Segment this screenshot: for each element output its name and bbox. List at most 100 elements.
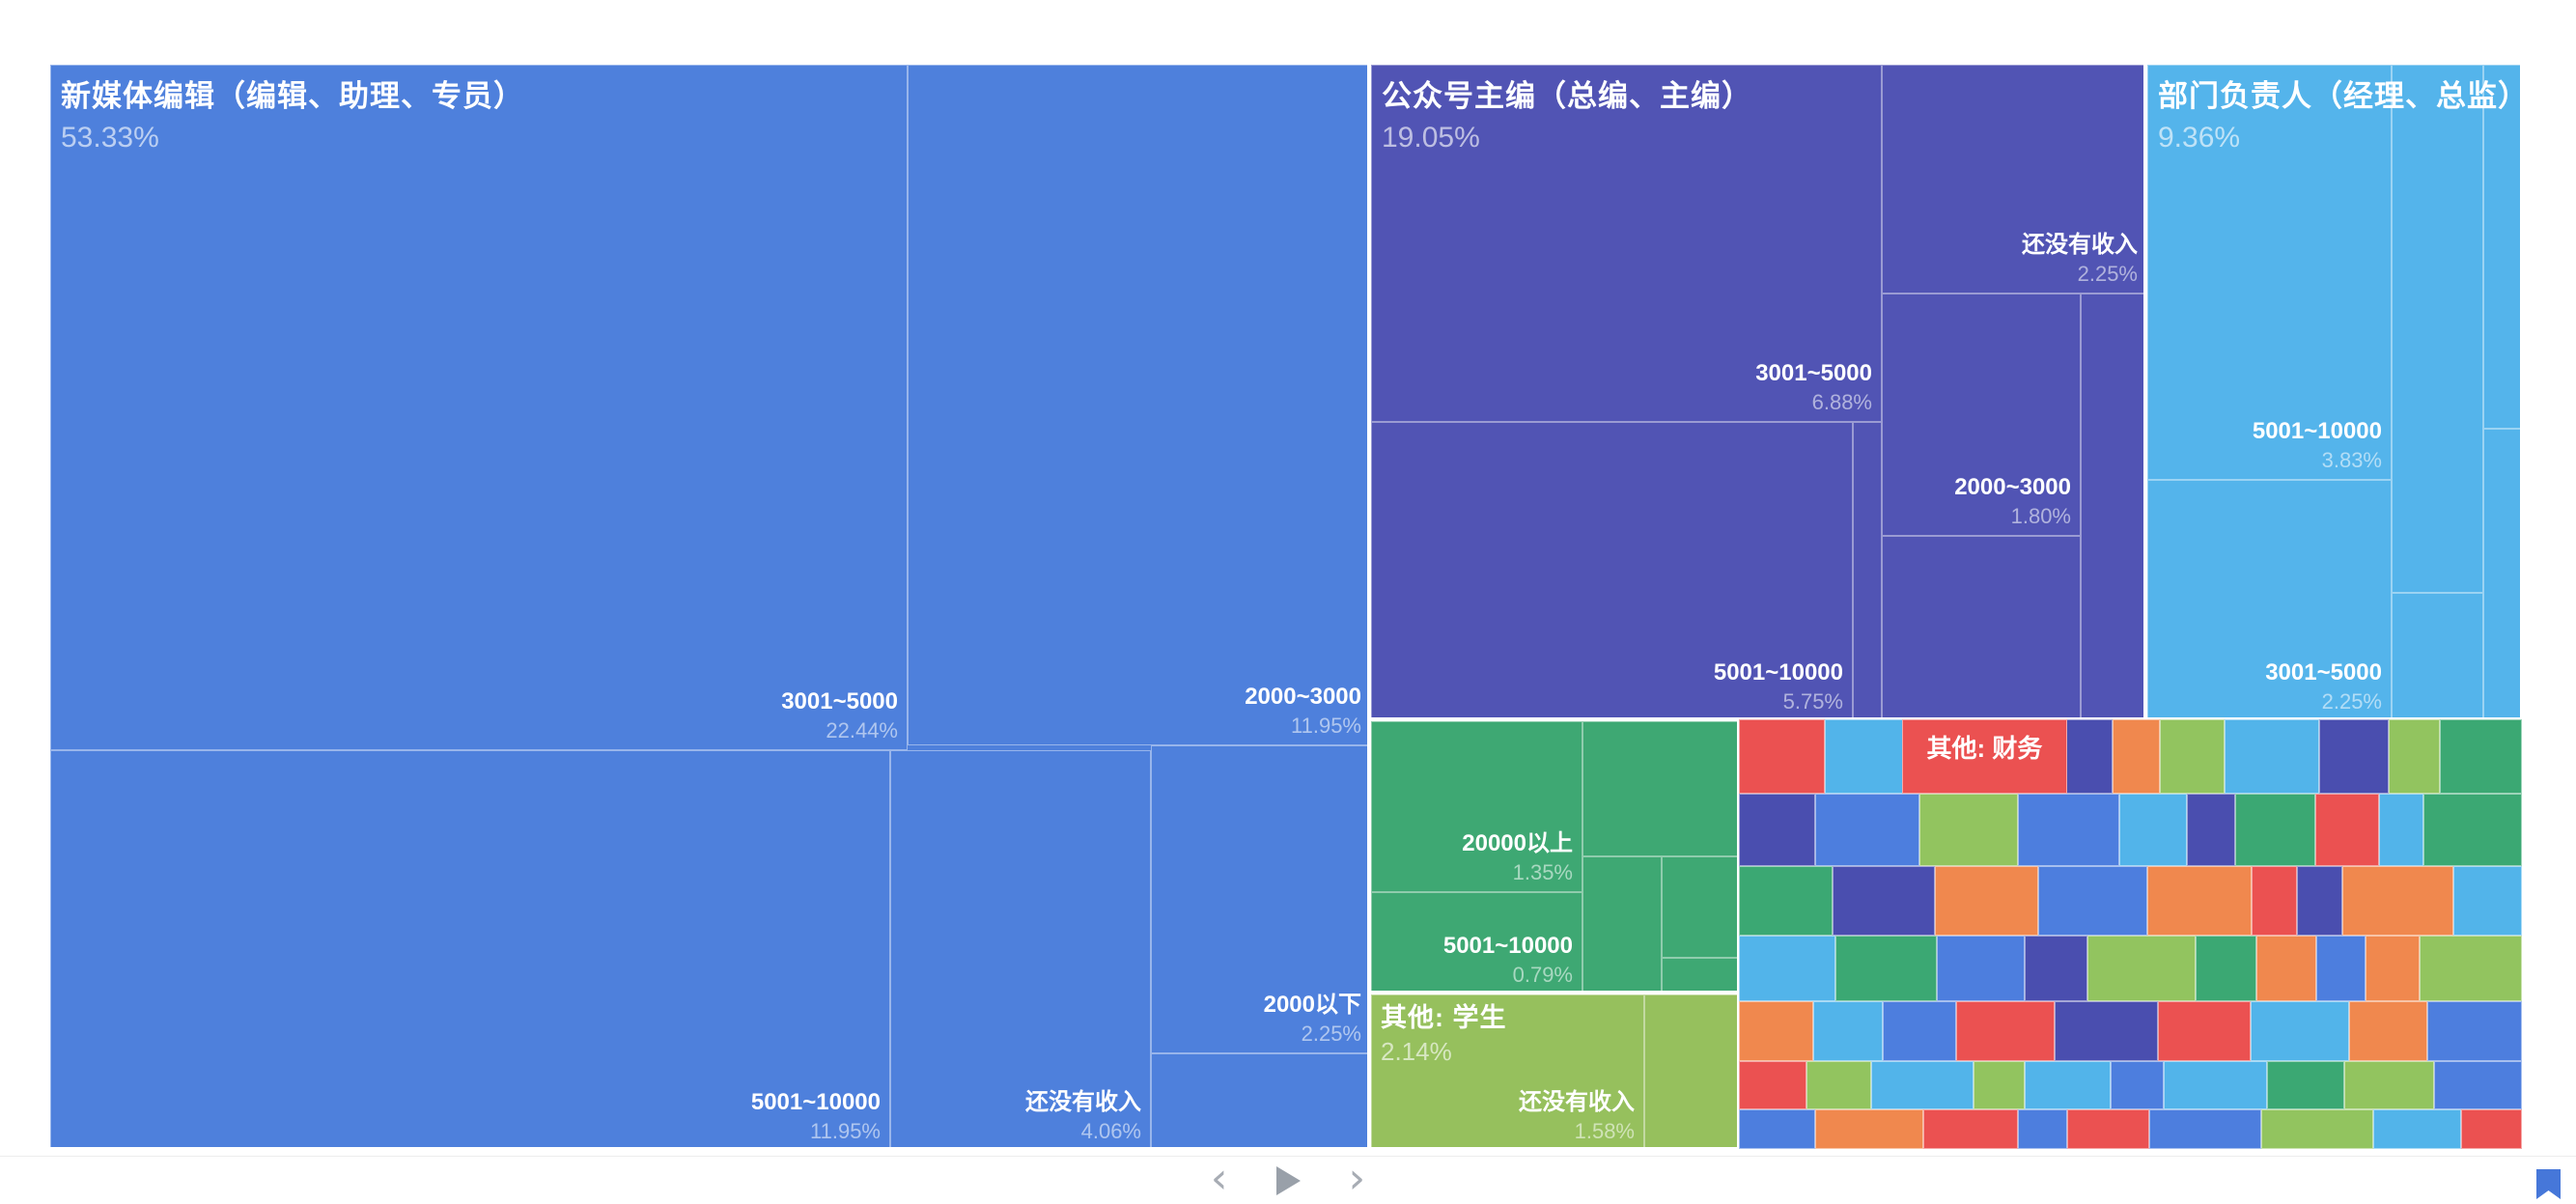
- treemap-cell[interactable]: 5001~10000 0.79%: [1371, 892, 1582, 994]
- treemap-cell[interactable]: [1739, 866, 1833, 936]
- treemap-cell[interactable]: [1956, 1001, 2055, 1061]
- treemap-cell[interactable]: [1644, 994, 1741, 1151]
- treemap-cell[interactable]: [1815, 1109, 1923, 1149]
- treemap-cell[interactable]: [1937, 936, 2025, 1001]
- treemap-cell[interactable]: [2160, 719, 2225, 794]
- treemap-cell[interactable]: [2119, 794, 2187, 866]
- treemap-cell[interactable]: [1883, 1001, 1956, 1061]
- timeline-next-icon[interactable]: ›: [1348, 1153, 1366, 1203]
- timeline-play-icon[interactable]: [1275, 1165, 1301, 1195]
- treemap-cell[interactable]: [1739, 794, 1815, 866]
- treemap-cell[interactable]: [2149, 1109, 2261, 1149]
- treemap-cell[interactable]: [2373, 1109, 2461, 1149]
- treemap-cell[interactable]: [2113, 719, 2160, 794]
- treemap-cell[interactable]: [1813, 1001, 1883, 1061]
- treemap-cell[interactable]: [2461, 1109, 2522, 1149]
- treemap-cell[interactable]: [2018, 794, 2119, 866]
- treemap-cell[interactable]: 3001~5000 6.88%: [1371, 65, 1882, 422]
- treemap-cell[interactable]: [1151, 1053, 1371, 1151]
- treemap-cell[interactable]: [2379, 794, 2423, 866]
- treemap-cell[interactable]: [2483, 429, 2524, 721]
- treemap-cell[interactable]: [1853, 422, 1882, 721]
- treemap-cell[interactable]: [1662, 856, 1741, 958]
- treemap-cell[interactable]: [2164, 1061, 2267, 1109]
- treemap-cell[interactable]: [2267, 1061, 2344, 1109]
- treemap-group[interactable]: 3001~5000 6.88% 5001~10000 5.75% 还没有收入 2.25% 2…: [1369, 63, 2147, 721]
- treemap-cell[interactable]: [2366, 936, 2420, 1001]
- treemap-cell[interactable]: [1582, 721, 1741, 856]
- treemap-cell[interactable]: [2225, 719, 2319, 794]
- treemap-cell[interactable]: [1582, 856, 1662, 994]
- treemap-cell[interactable]: [2344, 1061, 2434, 1109]
- treemap-cell[interactable]: [2440, 719, 2522, 794]
- treemap-cell[interactable]: [1739, 719, 1825, 794]
- treemap-cell[interactable]: [2111, 1061, 2164, 1109]
- treemap-cell[interactable]: 20000以上 1.35%: [1371, 721, 1582, 892]
- treemap-cell[interactable]: [2158, 1001, 2251, 1061]
- treemap-cell[interactable]: [2018, 1109, 2067, 1149]
- treemap-cell[interactable]: 5001~10000 3.83%: [2147, 65, 2392, 480]
- treemap-cell[interactable]: 2000以下 2.25%: [1151, 745, 1371, 1053]
- treemap-cell[interactable]: [2453, 866, 2522, 936]
- treemap-cell[interactable]: [2025, 936, 2087, 1001]
- treemap-cell[interactable]: [2251, 1001, 2349, 1061]
- treemap-cell[interactable]: [2483, 65, 2524, 429]
- treemap-cell[interactable]: [1739, 1001, 1813, 1061]
- treemap-cell[interactable]: 5001~10000 5.75%: [1371, 422, 1853, 721]
- treemap-cell[interactable]: 还没有收入 2.25%: [1882, 65, 2147, 294]
- treemap-group[interactable]: 5001~10000 3.83% 3001~5000 2.25% 部门负责人（经理、总监…: [2145, 63, 2528, 721]
- treemap-cell[interactable]: [1882, 536, 2081, 721]
- treemap-cell[interactable]: [2342, 866, 2453, 936]
- treemap-cell[interactable]: 3001~5000 22.44%: [50, 65, 908, 750]
- treemap-cell[interactable]: [2235, 794, 2315, 866]
- treemap-cell-finance[interactable]: 其他: 财务: [1902, 719, 2067, 794]
- treemap-cell[interactable]: 2000~3000 11.95%: [908, 65, 1371, 745]
- treemap-cell[interactable]: [1806, 1061, 1871, 1109]
- treemap-cell[interactable]: [2067, 1109, 2149, 1149]
- treemap-cell[interactable]: [2187, 794, 2235, 866]
- treemap-cell[interactable]: [1833, 866, 1935, 936]
- treemap-cell[interactable]: [2087, 936, 2196, 1001]
- treemap-group[interactable]: 3001~5000 22.44% 2000~3000 11.95% 5001~10000…: [48, 63, 1371, 1151]
- treemap-cell[interactable]: [2147, 866, 2252, 936]
- timeline-prev-icon[interactable]: ‹: [1210, 1153, 1228, 1203]
- treemap-cell[interactable]: 5001~10000 11.95%: [50, 750, 890, 1151]
- treemap-cell[interactable]: [2025, 1061, 2111, 1109]
- treemap-cell[interactable]: [2392, 593, 2483, 721]
- treemap-cell[interactable]: [2081, 294, 2147, 721]
- treemap-cell[interactable]: [2038, 866, 2147, 936]
- treemap-cell[interactable]: [2252, 866, 2297, 936]
- treemap-cell[interactable]: [1835, 936, 1937, 1001]
- treemap-cell[interactable]: 3001~5000 2.25%: [2147, 480, 2392, 721]
- treemap-cell[interactable]: [1923, 1109, 2018, 1149]
- treemap-cell[interactable]: [1815, 794, 1919, 866]
- treemap-group[interactable]: 20000以上 1.35% 5001~10000 0.79%: [1369, 719, 1741, 994]
- treemap-cell[interactable]: 2000~3000 1.80%: [1882, 294, 2081, 536]
- treemap-cell[interactable]: [1739, 1061, 1806, 1109]
- treemap-cell[interactable]: [2423, 794, 2522, 866]
- treemap-cell[interactable]: 还没有收入 4.06%: [890, 750, 1151, 1151]
- treemap-cell[interactable]: [2349, 1001, 2427, 1061]
- treemap-cell[interactable]: [2261, 1109, 2373, 1149]
- treemap-cell[interactable]: 还没有收入 1.58%: [1371, 994, 1644, 1151]
- treemap-cell[interactable]: [2196, 936, 2256, 1001]
- treemap-cell[interactable]: [2392, 65, 2483, 593]
- treemap-cell[interactable]: [2420, 936, 2522, 1001]
- treemap-cell[interactable]: [2297, 866, 2342, 936]
- treemap-cell[interactable]: [2055, 1001, 2158, 1061]
- treemap-cell[interactable]: [1935, 866, 2038, 936]
- treemap-cell[interactable]: [2319, 719, 2389, 794]
- treemap-group[interactable]: 还没有收入 1.58% 其他: 学生 2.14%: [1369, 993, 1741, 1151]
- treemap-cell[interactable]: [2434, 1061, 2522, 1109]
- treemap-cell[interactable]: [1662, 958, 1741, 994]
- treemap-cell[interactable]: [1974, 1061, 2025, 1109]
- bookmark-icon[interactable]: [2536, 1169, 2561, 1199]
- treemap-cell[interactable]: [1739, 936, 1835, 1001]
- treemap-cell[interactable]: [2316, 936, 2366, 1001]
- treemap-cell[interactable]: [1871, 1061, 1974, 1109]
- treemap-cell[interactable]: [2427, 1001, 2522, 1061]
- treemap-cell[interactable]: [1919, 794, 2018, 866]
- treemap-cell[interactable]: [2256, 936, 2316, 1001]
- treemap-cell[interactable]: [1739, 1109, 1815, 1149]
- treemap-cell[interactable]: [2315, 794, 2379, 866]
